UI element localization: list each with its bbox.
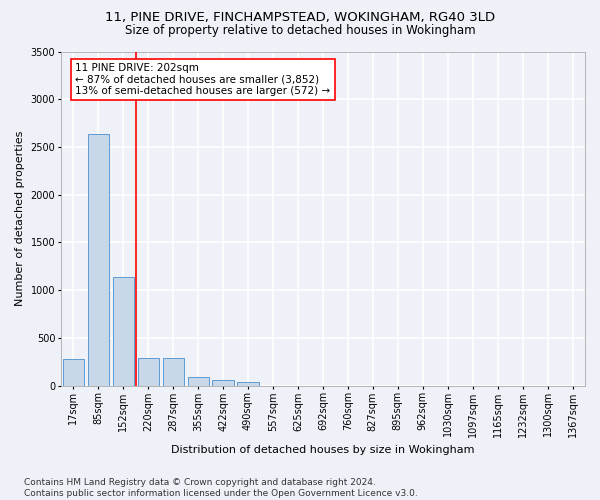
X-axis label: Distribution of detached houses by size in Wokingham: Distribution of detached houses by size … — [171, 445, 475, 455]
Text: 11, PINE DRIVE, FINCHAMPSTEAD, WOKINGHAM, RG40 3LD: 11, PINE DRIVE, FINCHAMPSTEAD, WOKINGHAM… — [105, 11, 495, 24]
Y-axis label: Number of detached properties: Number of detached properties — [15, 131, 25, 306]
Bar — [212, 380, 234, 386]
Text: Size of property relative to detached houses in Wokingham: Size of property relative to detached ho… — [125, 24, 475, 37]
Bar — [63, 359, 84, 386]
Bar — [163, 358, 184, 386]
Text: 11 PINE DRIVE: 202sqm
← 87% of detached houses are smaller (3,852)
13% of semi-d: 11 PINE DRIVE: 202sqm ← 87% of detached … — [76, 63, 331, 96]
Text: Contains HM Land Registry data © Crown copyright and database right 2024.
Contai: Contains HM Land Registry data © Crown c… — [24, 478, 418, 498]
Bar — [238, 382, 259, 386]
Bar — [188, 376, 209, 386]
Bar — [113, 277, 134, 386]
Bar — [88, 134, 109, 386]
Bar — [137, 358, 159, 386]
